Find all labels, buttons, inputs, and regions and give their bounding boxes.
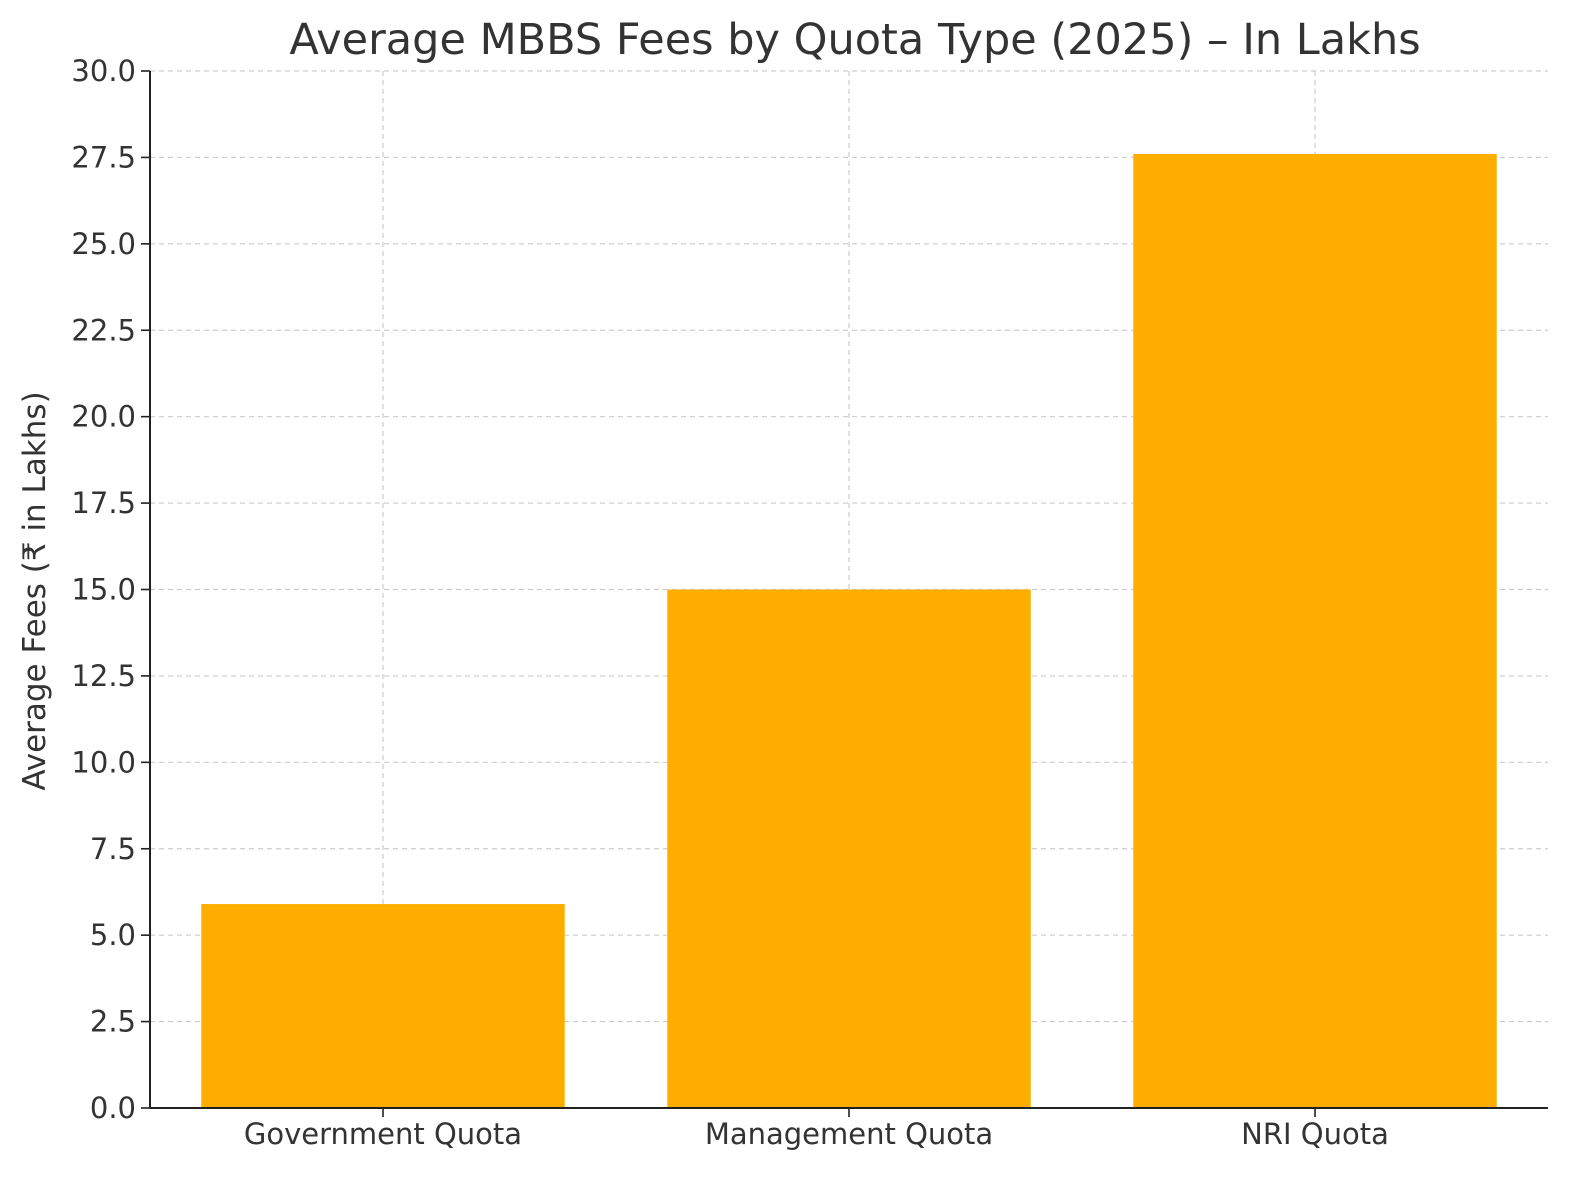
y-axis-label: Average Fees (₹ in Lakhs) [17,391,53,790]
bar-government-quota [201,904,565,1108]
y-tick-labels: 0.0 2.5 5.0 7.5 10.0 12.5 15.0 17.5 20.0 22.5 25.0… [71,54,136,1125]
x-tick-label: Management Quota [705,1117,993,1151]
x-tick-label: Government Quota [244,1117,522,1151]
y-tick-label: 7.5 [90,832,136,866]
y-tick-label: 30.0 [71,54,136,88]
y-tick-label: 27.5 [71,140,136,174]
bars [201,153,1497,1108]
bar-nri-quota [1133,153,1497,1108]
y-tick-label: 2.5 [90,1005,136,1039]
y-tick-label: 22.5 [71,313,136,347]
y-tick-label: 5.0 [90,918,136,952]
y-tick-label: 10.0 [71,745,136,779]
y-tick-label: 17.5 [71,486,136,520]
y-tick-label: 25.0 [71,227,136,261]
axes [141,70,1548,1117]
bar-management-quota [667,589,1031,1108]
x-tick-label: NRI Quota [1241,1117,1389,1151]
y-tick-label: 20.0 [71,400,136,434]
y-tick-label: 15.0 [71,573,136,607]
x-tick-labels: Government Quota Management Quota NRI Quot… [244,1117,1389,1151]
y-tick-label: 12.5 [71,659,136,693]
chart-title: Average MBBS Fees by Quota Type (2025) –… [289,15,1420,65]
y-tick-label: 0.0 [90,1091,136,1125]
